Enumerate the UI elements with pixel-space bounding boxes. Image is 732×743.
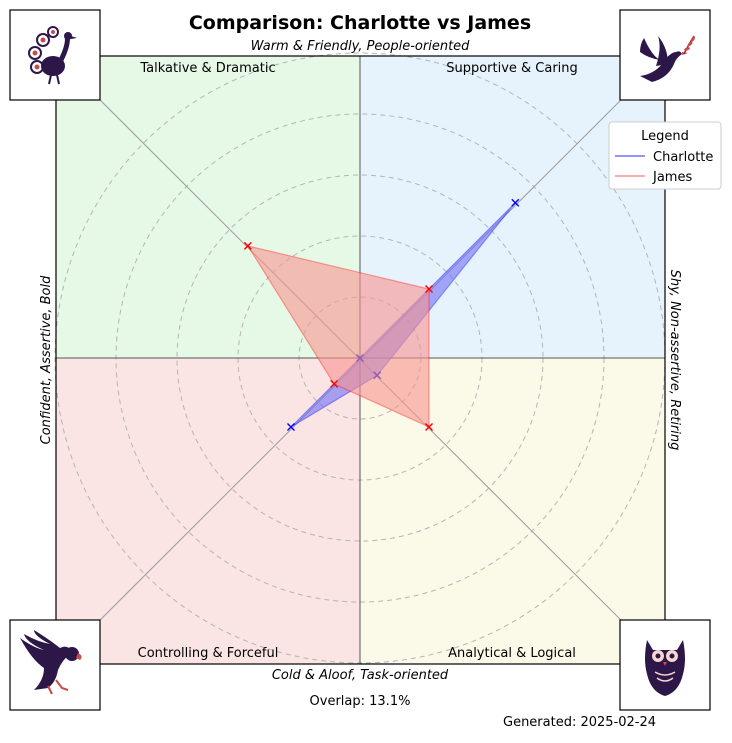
point-charlotte-1	[511, 198, 520, 207]
quadrant-label-bottom-left: Controlling & Forceful	[138, 646, 279, 661]
chart-title: Comparison: Charlotte vs James	[189, 12, 531, 34]
eagle-icon	[9, 619, 101, 711]
dove-icon	[619, 9, 711, 101]
legend-title: Legend	[641, 129, 689, 144]
quadrant-label-top-left: Talkative & Dramatic	[139, 61, 275, 76]
legend: Legend Charlotte James	[608, 121, 722, 190]
point-james-2	[425, 423, 434, 432]
point-james-0	[243, 241, 252, 250]
point-charlotte-3	[286, 423, 295, 432]
point-james-1	[425, 284, 434, 293]
plot-frame	[55, 55, 666, 665]
owl-icon	[619, 619, 711, 711]
axis-label-bottom: Cold & Aloof, Task-oriented	[272, 668, 449, 683]
axis-label-right: Shy, Non-assertive, Retiring	[667, 270, 682, 451]
generated-text: Generated: 2025-02-24	[503, 715, 656, 730]
quadrant-label-bottom-right: Analytical & Logical	[448, 646, 576, 661]
axis-label-top: Warm & Friendly, People-oriented	[251, 39, 471, 54]
peacock-icon	[9, 9, 101, 101]
quadrant-label-top-right: Supportive & Caring	[446, 61, 578, 76]
point-james-3	[330, 379, 339, 388]
overlap-text: Overlap: 13.1%	[310, 694, 411, 709]
axis-label-left: Confident, Assertive, Bold	[39, 275, 54, 444]
legend-label-charlotte: Charlotte	[653, 150, 713, 165]
legend-box	[608, 121, 722, 190]
series-layer	[243, 198, 520, 432]
legend-label-james: James	[652, 170, 692, 185]
